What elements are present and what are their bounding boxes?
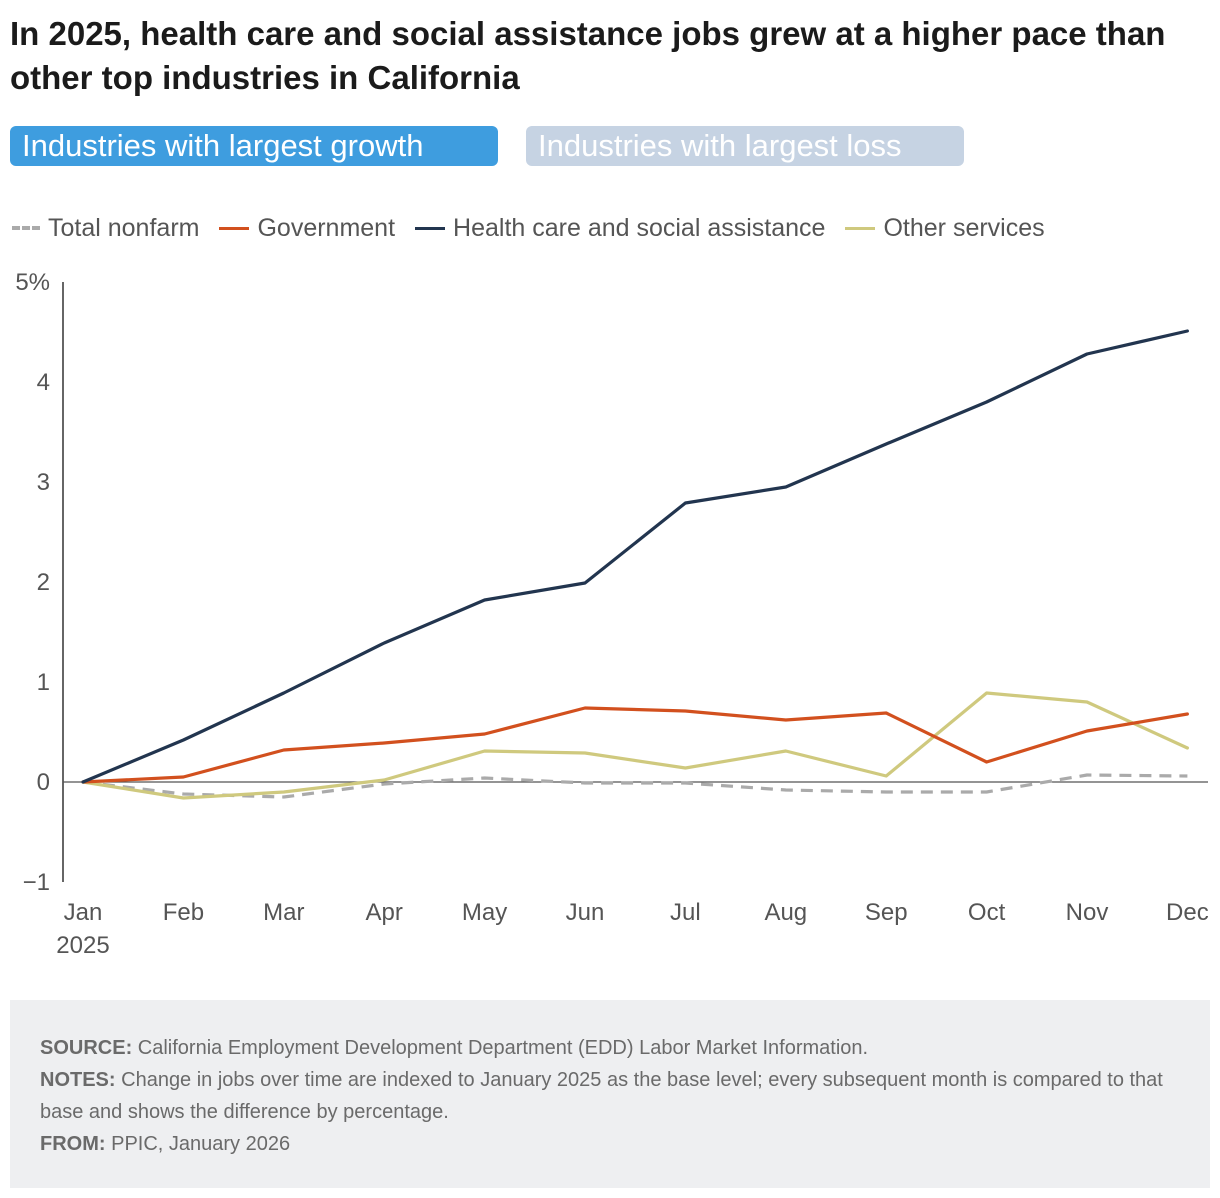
legend-label-health-care: Health care and social assistance — [453, 213, 826, 242]
y-tick-label: 3 — [37, 469, 50, 496]
footer-notes-text: Change in jobs over time are indexed to … — [40, 1069, 1163, 1123]
legend-label-government: Government — [257, 213, 396, 242]
footer-from-label: FROM: — [40, 1133, 106, 1155]
series-line-government — [81, 706, 1190, 784]
series-line-other-services — [81, 691, 1190, 800]
legend-item-government: Government — [219, 214, 395, 243]
footer-from: FROM: PPIC, January 2026 — [40, 1128, 1180, 1160]
x-tick-label: Sep — [865, 899, 908, 926]
footer-source-label: SOURCE: — [40, 1037, 133, 1059]
x-tick-label: Dec — [1166, 899, 1209, 926]
x-tick-label: Apr — [366, 899, 403, 926]
x-tick-label: Jun — [566, 899, 605, 926]
y-tick-label: 0 — [37, 769, 50, 796]
legend-item-health-care: Health care and social assistance — [415, 214, 825, 243]
legend-label-total-nonfarm: Total nonfarm — [48, 213, 200, 242]
x-tick-label: May — [462, 899, 507, 926]
footer-source: SOURCE: California Employment Developmen… — [40, 1032, 1180, 1064]
footer-from-text: PPIC, January 2026 — [111, 1133, 291, 1155]
tab-largest-growth[interactable]: Industries with largest growth — [10, 126, 498, 166]
series-line-total-nonfarm — [82, 773, 1188, 799]
footer-source-text: California Employment Development Depart… — [137, 1037, 869, 1059]
legend-item-other-services: Other services — [845, 213, 1045, 243]
legend-swatch-total-nonfarm — [12, 226, 40, 230]
y-tick-label: 1 — [37, 669, 50, 696]
legend-swatch-health-care — [415, 226, 446, 230]
x-tick-sublabel: 2025 — [56, 932, 109, 959]
legend-label-other-services: Other services — [883, 213, 1045, 242]
tab-largest-loss[interactable]: Industries with largest loss — [526, 126, 964, 166]
series-line-health-care — [81, 329, 1190, 784]
legend-swatch-other-services — [845, 226, 876, 230]
x-tick-label: Feb — [163, 899, 204, 926]
chart-title: In 2025, health care and social assistan… — [10, 15, 1166, 96]
footer-notes-label: NOTES: — [40, 1069, 116, 1091]
legend-swatch-government — [219, 226, 250, 230]
x-tick-label: Jul — [670, 899, 701, 926]
y-tick-label: −1 — [23, 869, 50, 896]
footer-notes: NOTES: Change in jobs over time are inde… — [40, 1064, 1180, 1128]
x-tick-label: Aug — [764, 899, 807, 926]
y-tick-label: 4 — [37, 369, 50, 396]
y-tick-label: 5% — [15, 269, 50, 296]
x-tick-label: Mar — [263, 899, 304, 926]
y-tick-label: 2 — [37, 569, 50, 596]
x-tick-label: Nov — [1066, 899, 1109, 926]
x-tick-label: Jan — [64, 899, 103, 926]
chart-legend: Total nonfarm Government Health care and… — [12, 210, 1065, 246]
x-tick-label: Oct — [968, 899, 1006, 926]
line-chart: −1 0 1 2 3 4 5% Jan Feb Mar Apr May Jun Jul Aug Sep Oct N… — [15, 269, 1209, 959]
chart-footer: SOURCE: California Employment Developmen… — [10, 1000, 1210, 1188]
legend-item-total-nonfarm: Total nonfarm — [12, 214, 199, 243]
